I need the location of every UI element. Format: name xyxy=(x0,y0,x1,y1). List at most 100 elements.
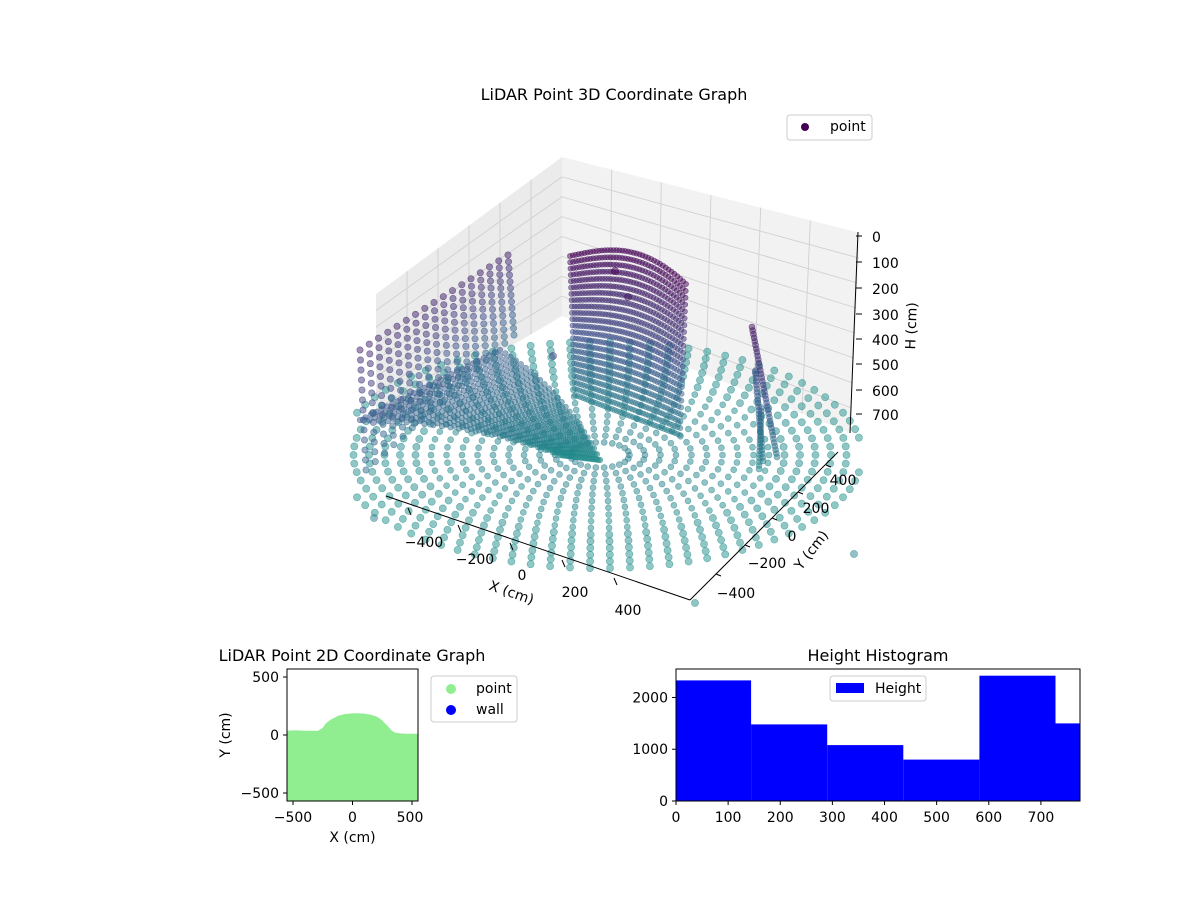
point-marker xyxy=(779,442,788,451)
point-marker xyxy=(681,322,688,329)
point-marker xyxy=(803,475,812,484)
point-marker xyxy=(469,312,477,320)
point-marker xyxy=(411,451,420,459)
x-axis-line xyxy=(385,495,691,601)
point-marker xyxy=(447,436,454,444)
point-marker xyxy=(587,517,595,525)
point-marker xyxy=(518,483,525,490)
point-marker xyxy=(394,341,402,349)
point-marker xyxy=(412,319,420,327)
point-marker xyxy=(462,350,470,358)
point-marker xyxy=(513,529,521,538)
point-marker xyxy=(724,429,732,437)
point-marker xyxy=(394,483,403,492)
point-marker xyxy=(655,505,663,513)
point-marker xyxy=(792,467,801,476)
point-marker xyxy=(361,446,369,454)
point-marker xyxy=(810,459,819,468)
point-marker xyxy=(396,386,404,394)
height-histogram: Height Histogram 0 100 200 300 400 500 6… xyxy=(632,646,1081,826)
point-marker xyxy=(470,327,478,335)
point-marker xyxy=(855,468,863,477)
point-marker xyxy=(365,451,373,459)
point-marker xyxy=(456,502,464,511)
point-marker xyxy=(475,458,482,466)
point-marker xyxy=(625,543,633,552)
point-marker xyxy=(415,467,424,475)
point-marker xyxy=(797,418,806,427)
point-marker xyxy=(428,459,436,467)
point-marker xyxy=(787,506,796,515)
point-marker xyxy=(573,418,581,425)
point-marker xyxy=(814,500,823,509)
point-marker xyxy=(798,523,806,531)
point-marker xyxy=(548,360,556,369)
point-marker xyxy=(414,354,422,362)
point-marker xyxy=(429,520,438,528)
histogram-bar xyxy=(979,675,1056,801)
point-marker xyxy=(851,476,859,485)
point-marker xyxy=(706,507,713,514)
point-marker xyxy=(357,376,365,384)
point-marker xyxy=(717,422,725,430)
point-marker xyxy=(366,360,374,368)
point-marker xyxy=(730,523,739,532)
point-marker xyxy=(441,317,449,325)
x-tick-label: 100 xyxy=(715,810,742,826)
point-marker xyxy=(408,424,416,432)
point-marker xyxy=(434,365,442,373)
point-marker xyxy=(830,501,839,510)
point-marker xyxy=(497,358,504,365)
point-marker xyxy=(642,425,650,433)
point-marker xyxy=(350,442,359,451)
point-marker xyxy=(517,516,525,523)
point-marker xyxy=(546,555,555,564)
point-marker xyxy=(678,390,685,397)
point-marker xyxy=(411,521,420,530)
point-marker xyxy=(459,296,467,304)
point-marker xyxy=(604,497,612,505)
point-marker xyxy=(388,403,396,411)
point-marker xyxy=(469,305,477,313)
point-marker xyxy=(352,468,361,476)
x-tick-label: 600 xyxy=(975,810,1002,826)
point-marker xyxy=(602,470,609,478)
point-marker xyxy=(567,543,575,552)
point-marker xyxy=(766,374,775,383)
point-marker xyxy=(480,521,488,530)
point-marker xyxy=(709,430,716,438)
point-marker xyxy=(378,411,386,419)
point-marker xyxy=(475,480,483,488)
point-marker xyxy=(708,486,715,494)
point-marker xyxy=(528,355,537,364)
point-marker xyxy=(657,512,665,520)
point-marker xyxy=(754,541,763,549)
y-tick-label: 200 xyxy=(803,501,830,517)
point-marker xyxy=(740,428,748,436)
point-marker xyxy=(556,460,564,468)
point-marker xyxy=(591,470,598,478)
point-marker xyxy=(804,394,813,402)
point-marker xyxy=(709,514,717,522)
point-marker xyxy=(568,529,576,538)
point-marker xyxy=(626,429,634,436)
point-marker xyxy=(534,519,541,527)
point-marker xyxy=(823,467,832,476)
point-marker xyxy=(770,366,779,375)
point-marker xyxy=(551,381,559,389)
point-marker xyxy=(657,451,664,459)
point-marker xyxy=(444,443,451,451)
point-marker xyxy=(730,436,738,444)
point-marker xyxy=(608,463,616,470)
point-marker xyxy=(465,516,473,525)
point-marker xyxy=(642,528,651,537)
point-marker xyxy=(586,557,594,566)
point-marker xyxy=(428,443,436,451)
point-marker xyxy=(684,557,693,566)
point-marker xyxy=(803,426,812,435)
point-marker xyxy=(416,398,424,406)
x-axis-label-3d: X (cm) xyxy=(487,578,536,608)
point-marker xyxy=(588,504,595,512)
point-marker xyxy=(491,479,499,486)
point-marker xyxy=(431,435,439,443)
